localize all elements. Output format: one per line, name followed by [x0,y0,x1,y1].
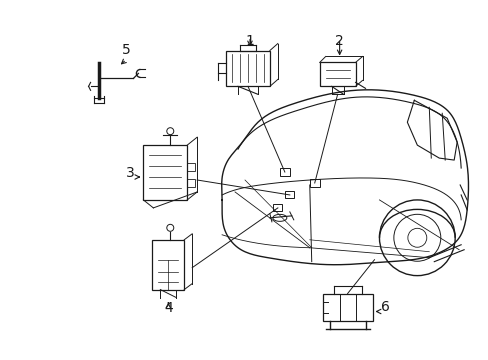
Text: 1: 1 [245,33,254,48]
Bar [152,240,184,289]
Text: 6: 6 [380,301,389,315]
Bar [273,204,282,211]
Bar [322,293,372,321]
Bar [319,62,355,86]
Bar [225,50,269,86]
Bar [285,192,294,198]
Bar [279,168,289,176]
Text: 4: 4 [163,301,172,315]
Bar [309,179,319,187]
Bar [187,163,195,171]
Bar [187,179,195,187]
Text: 2: 2 [335,33,343,48]
Text: 5: 5 [122,44,131,58]
Text: 3: 3 [126,166,135,180]
Bar [143,145,187,200]
